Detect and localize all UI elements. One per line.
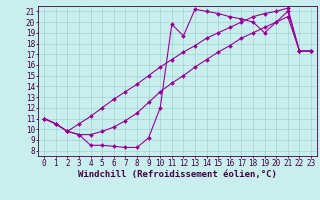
X-axis label: Windchill (Refroidissement éolien,°C): Windchill (Refroidissement éolien,°C)	[78, 170, 277, 179]
